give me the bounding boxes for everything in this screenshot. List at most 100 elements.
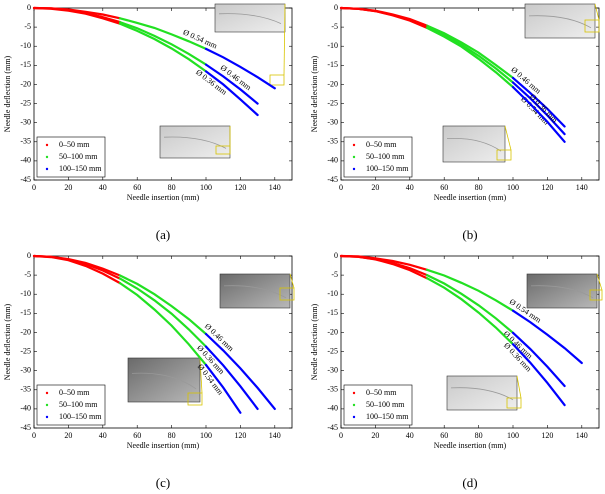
x-tick-label: 140 <box>269 183 281 192</box>
zoom-box <box>215 145 231 155</box>
y-tick-label: -15 <box>20 308 31 317</box>
y-tick-label: -10 <box>20 289 31 298</box>
x-tick-label: 60 <box>133 431 141 440</box>
x-tick-label: 80 <box>475 183 483 192</box>
x-tick-label: 120 <box>234 431 246 440</box>
y-tick-label: -40 <box>327 156 338 165</box>
needle-curve <box>425 26 515 89</box>
x-tick-label: 120 <box>234 183 246 192</box>
y-tick-label: 0 <box>334 3 338 12</box>
x-tick-label: 100 <box>200 431 212 440</box>
connector <box>596 273 603 291</box>
inset-needle <box>530 285 594 299</box>
y-tick-label: -20 <box>327 327 338 336</box>
legend-marker <box>45 167 49 171</box>
legend-marker <box>352 403 356 407</box>
needle-curve <box>118 17 208 50</box>
inset-image <box>526 273 598 309</box>
needle-curve <box>118 274 208 336</box>
needle-curve <box>511 81 566 136</box>
x-tick-label: 100 <box>200 183 212 192</box>
y-tick-label: -30 <box>20 117 31 126</box>
x-tick-label: 140 <box>576 183 588 192</box>
y-tick-label: -45 <box>20 423 31 432</box>
legend-marker <box>45 415 49 419</box>
x-tick-label: 120 <box>541 183 553 192</box>
x-axis-label: Needle insertion (mm) <box>434 193 507 202</box>
x-axis-label: Needle insertion (mm) <box>127 193 200 202</box>
needle-curve <box>118 282 208 366</box>
x-tick-label: 40 <box>99 431 107 440</box>
legend-label: 100–150 mm <box>366 412 409 421</box>
x-tick-label: 80 <box>168 183 176 192</box>
legend-box <box>343 136 413 178</box>
connector <box>594 3 600 21</box>
inset-image <box>159 125 231 159</box>
y-axis-label: Needle deflection (mm) <box>3 303 12 380</box>
needle-curve <box>425 24 515 79</box>
inset-image <box>524 3 596 39</box>
subtitle: (a) <box>156 227 170 242</box>
legend-marker <box>352 391 356 395</box>
zoom-box <box>279 287 295 301</box>
legend-marker <box>352 143 356 147</box>
legend-marker <box>352 155 356 159</box>
needle-curve <box>118 22 208 73</box>
inset-needle <box>528 15 592 29</box>
connector <box>289 273 295 289</box>
zoom-box <box>584 19 600 33</box>
x-tick-label: 20 <box>64 183 72 192</box>
needle-curve <box>511 343 566 407</box>
x-tick-label: 120 <box>541 431 553 440</box>
inset-needle <box>131 372 197 390</box>
inset-image <box>214 3 286 33</box>
y-tick-label: 0 <box>27 3 31 12</box>
inset-needle <box>218 13 282 24</box>
x-axis-label: Needle insertion (mm) <box>127 441 200 450</box>
y-tick-label: 0 <box>334 251 338 260</box>
x-tick-label: 20 <box>371 431 379 440</box>
needle-curve <box>204 63 259 105</box>
y-tick-label: -30 <box>327 365 338 374</box>
y-tick-label: -20 <box>20 79 31 88</box>
needle-curve <box>511 331 566 388</box>
legend-label: 0–50 mm <box>59 388 90 397</box>
x-tick-label: 100 <box>507 431 519 440</box>
x-tick-label: 140 <box>576 431 588 440</box>
zoom-box <box>496 149 512 161</box>
y-tick-label: -25 <box>20 346 31 355</box>
y-tick-label: -10 <box>327 41 338 50</box>
y-axis-label: Needle deflection (mm) <box>3 55 12 132</box>
panel: 0 20 40 60 80 100 120 140 0 -5 -10 -15 -20 -25 -30 -35 -… <box>3 251 295 490</box>
x-tick-label: 20 <box>64 431 72 440</box>
x-tick-label: 60 <box>133 183 141 192</box>
needle-curve <box>511 86 566 143</box>
panel: 0 20 40 60 80 100 120 140 0 -5 -10 -15 -20 -25 -30 -35 -… <box>3 3 293 242</box>
needle-curve <box>204 345 259 410</box>
y-tick-label: 0 <box>27 251 31 260</box>
x-tick-label: 20 <box>371 183 379 192</box>
y-tick-label: -25 <box>327 98 338 107</box>
y-tick-label: -30 <box>20 365 31 374</box>
zoom-box <box>506 397 522 409</box>
needle-curve <box>32 6 122 25</box>
y-tick-label: -20 <box>327 79 338 88</box>
x-axis-label: Needle insertion (mm) <box>434 441 507 450</box>
legend-marker <box>45 403 49 407</box>
needle-curve <box>204 70 259 117</box>
inset-needle <box>450 387 514 401</box>
subtitle: (b) <box>462 227 477 242</box>
y-tick-label: -5 <box>24 270 31 279</box>
needle-curve <box>511 76 566 128</box>
x-tick-label: 140 <box>269 431 281 440</box>
y-tick-label: -45 <box>327 175 338 184</box>
legend-label: 50–100 mm <box>366 152 405 161</box>
needle-curve <box>425 277 515 346</box>
legend-label: 0–50 mm <box>59 140 90 149</box>
subtitle: (c) <box>156 475 170 490</box>
y-tick-label: -15 <box>20 60 31 69</box>
zoom-box <box>187 392 203 406</box>
needle-curve <box>339 254 429 280</box>
y-tick-label: -35 <box>327 137 338 146</box>
needle-curve <box>425 274 515 334</box>
